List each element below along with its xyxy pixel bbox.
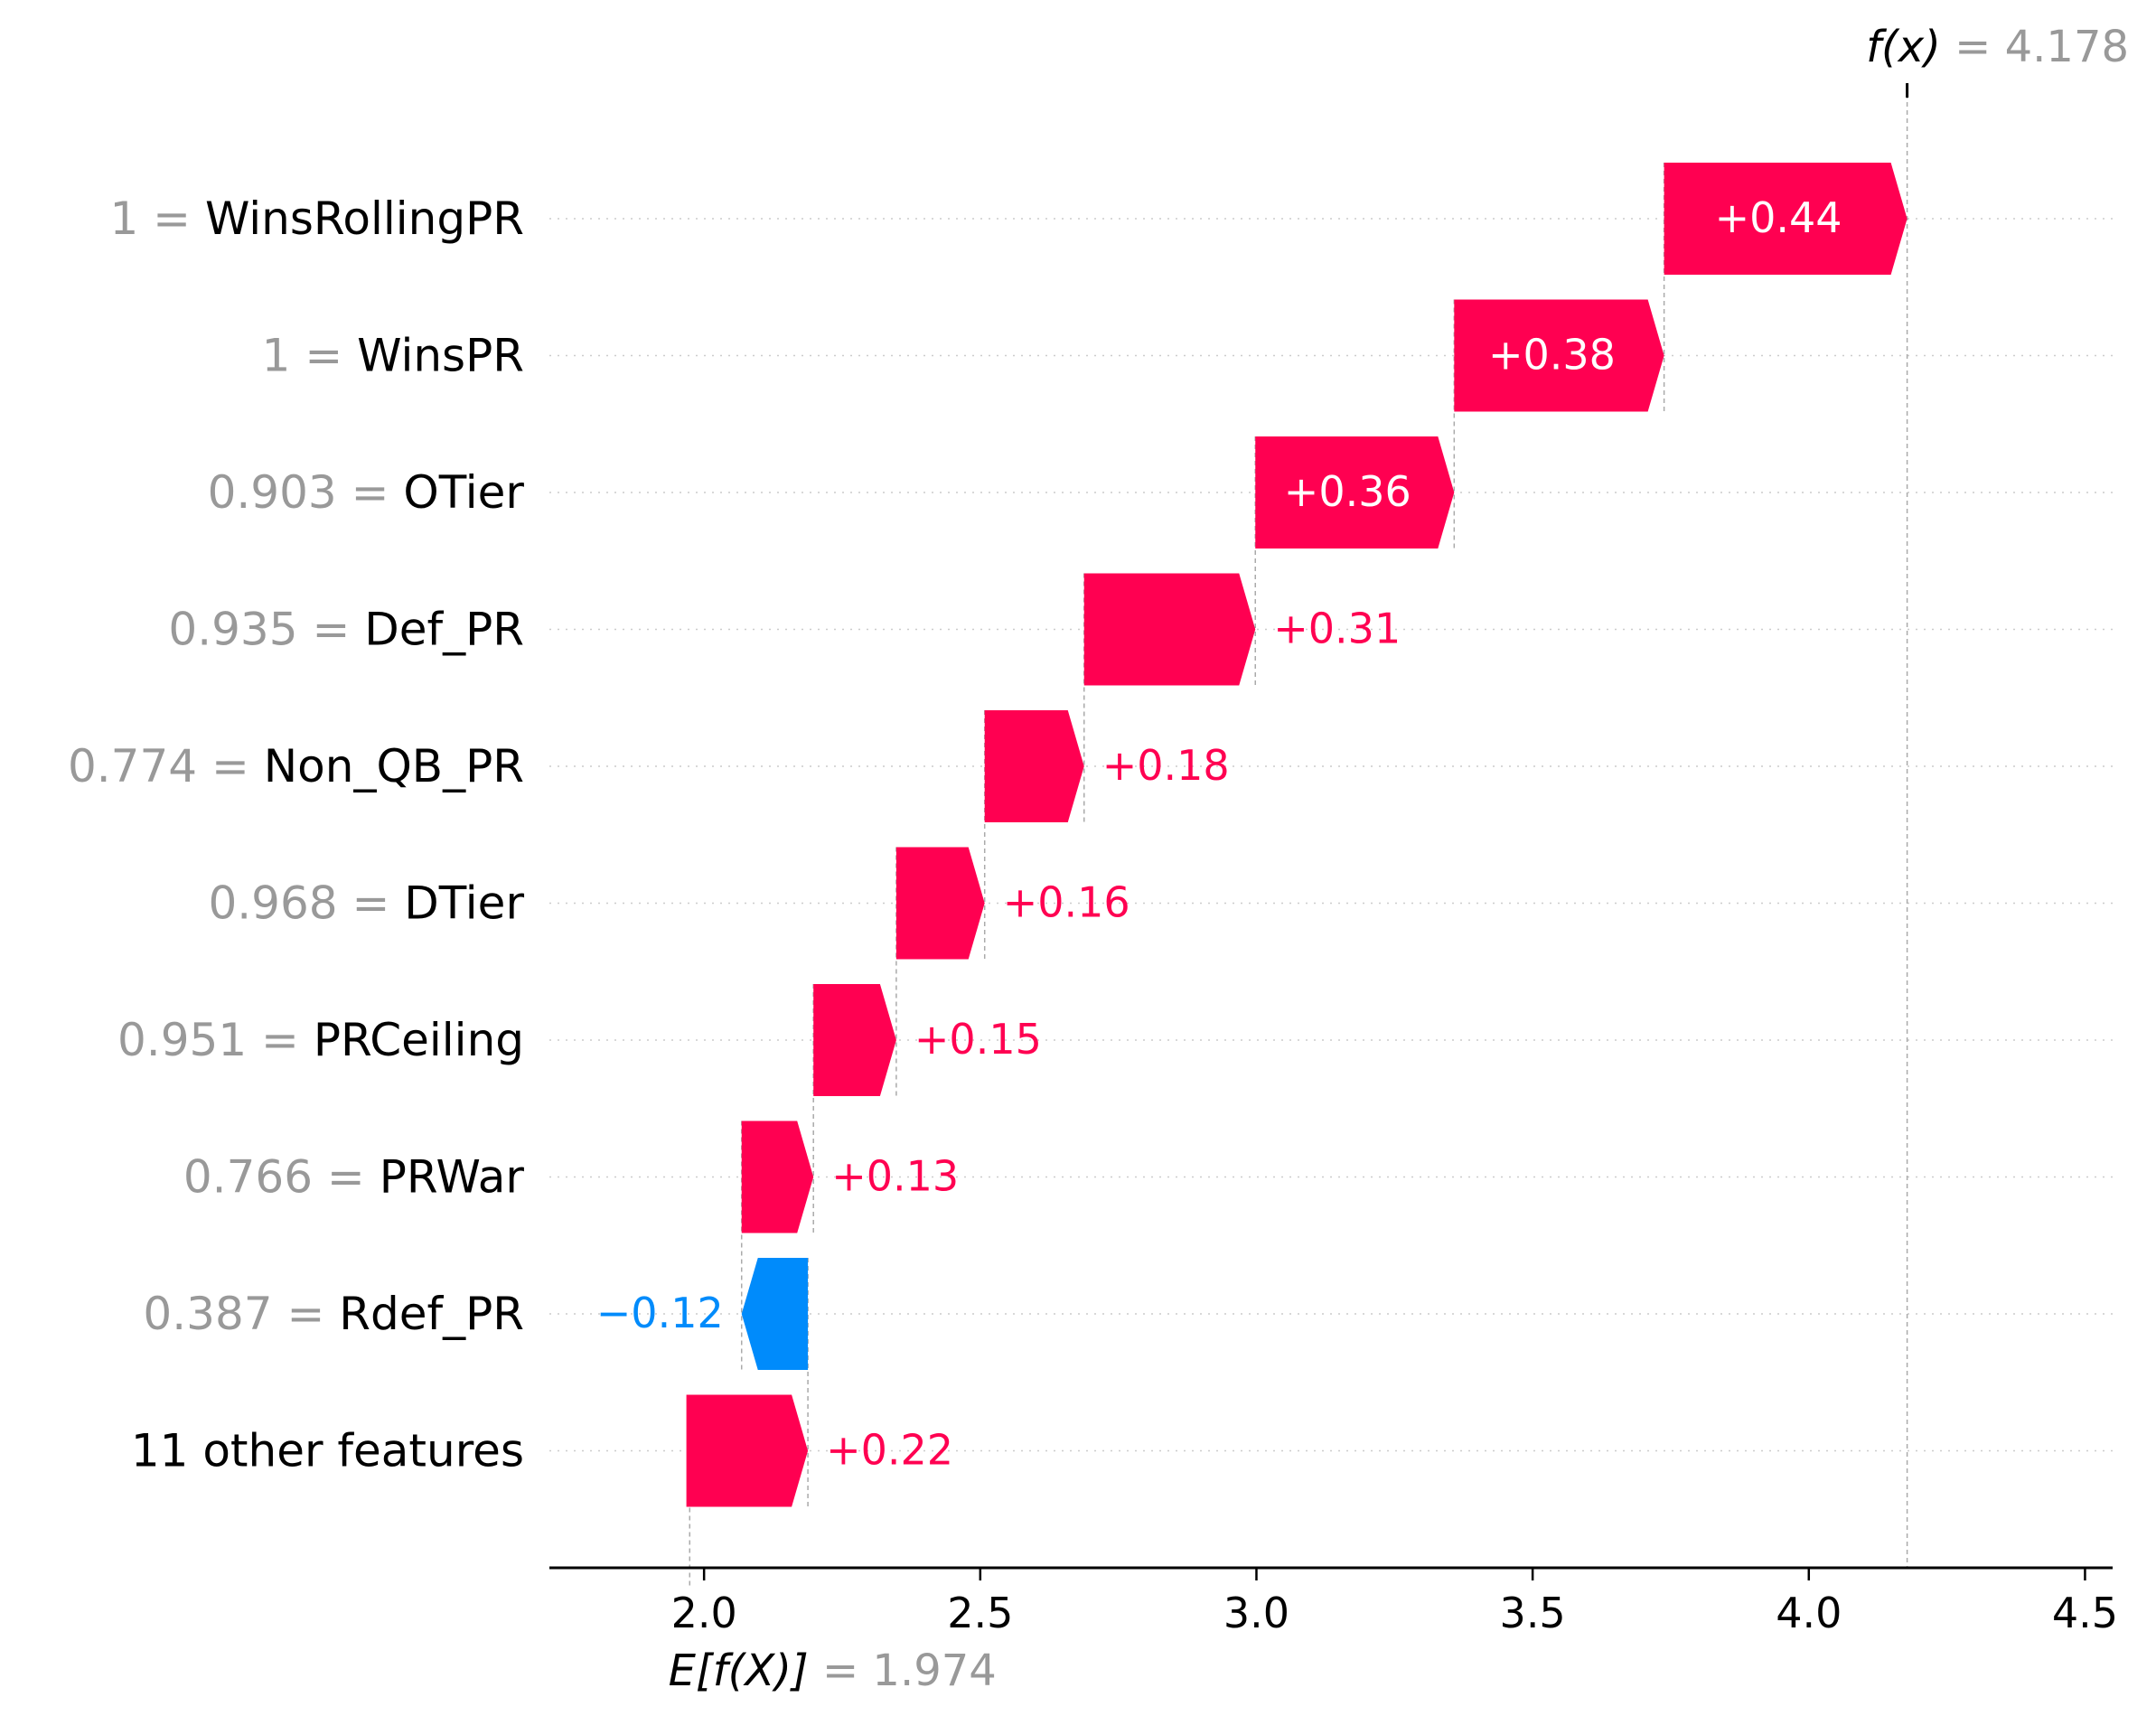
bar-layer [686, 163, 1908, 1507]
feature-name: WinsRollingPR [205, 192, 524, 245]
bar-11-other-features [686, 1394, 809, 1507]
label-layer: +0.44 1 = WinsRollingPR +0.38 1 = WinsPR +0.… [68, 192, 1842, 1477]
contribution-label: +0.18 [1102, 741, 1230, 790]
bar-prwar [741, 1121, 814, 1233]
x-tick-label: 3.0 [1223, 1589, 1289, 1637]
feature-name: DTier [404, 877, 524, 930]
bar-non-qb-pr [984, 710, 1084, 822]
feature-value: 0.935 = [168, 604, 364, 656]
bar-prceiling [813, 984, 896, 1096]
x-tick-label: 2.0 [671, 1589, 737, 1637]
contribution-label: +0.44 [1715, 193, 1842, 242]
feature-label: 1 = WinsRollingPR [109, 192, 524, 245]
contribution-label: +0.38 [1488, 331, 1616, 380]
feature-label: 0.935 = Def_PR [168, 604, 524, 656]
feature-name: OTier [403, 466, 524, 519]
feature-label: 0.903 = OTier [208, 466, 525, 519]
feature-label: 0.951 = PRCeiling [117, 1014, 524, 1066]
bar-winspr [1454, 299, 1664, 412]
feature-value: 0.387 = [143, 1288, 339, 1340]
contribution-label: −0.12 [596, 1289, 724, 1337]
base-value-number: = 1.974 [822, 1646, 997, 1696]
x-tick-label: 4.0 [1776, 1589, 1842, 1637]
feature-label: 1 = WinsPR [262, 330, 524, 382]
base-value-label: E[f(X)] = 1.974 [669, 1646, 997, 1696]
contribution-label: +0.16 [1003, 878, 1130, 927]
bar-winsrollingpr [1664, 163, 1908, 275]
output-value-prefix: f(x) [1866, 22, 1954, 72]
feature-value: 1 = [109, 192, 205, 245]
feature-name: PRWar [380, 1151, 525, 1204]
output-value-label: f(x) = 4.178 [1866, 22, 2129, 72]
bar-def-pr [1083, 573, 1256, 686]
grid-layer [549, 218, 2113, 1452]
feature-name: 11 other features [131, 1425, 524, 1477]
contribution-label: +0.22 [826, 1426, 953, 1475]
feature-label: 0.387 = Rdef_PR [143, 1288, 524, 1340]
x-tick-label: 2.5 [947, 1589, 1013, 1637]
feature-name: PRCeiling [314, 1014, 524, 1066]
contribution-label: +0.15 [914, 1015, 1042, 1064]
feature-value: 0.951 = [117, 1014, 314, 1066]
x-tick-label: 4.5 [2052, 1589, 2118, 1637]
feature-label: 0.766 = PRWar [183, 1151, 525, 1204]
feature-label: 0.774 = Non_QB_PR [68, 740, 524, 792]
axis-layer: 2.0 2.5 3.0 3.5 4.0 4.5 E[f(X)] = 1.974 f(x) = … [549, 22, 2129, 1696]
connector-layer [689, 86, 1908, 1586]
bar-rdef-pr [741, 1258, 809, 1370]
bar-dtier [895, 847, 985, 960]
feature-name: Rdef_PR [339, 1288, 524, 1340]
x-tick-label: 3.5 [1500, 1589, 1566, 1637]
feature-name: WinsPR [357, 330, 524, 382]
feature-value: 1 = [262, 330, 358, 382]
contribution-label: +0.36 [1284, 467, 1411, 516]
contribution-label: +0.13 [831, 1152, 959, 1201]
contribution-label: +0.31 [1273, 605, 1401, 653]
bar-otier [1255, 436, 1455, 549]
feature-value: 0.968 = [208, 877, 404, 930]
base-value-prefix: E[f(X)] [669, 1646, 822, 1696]
feature-label: 0.968 = DTier [208, 877, 524, 930]
feature-name: Def_PR [364, 604, 524, 656]
output-value-number: = 4.178 [1954, 22, 2129, 72]
feature-value: 0.774 = [68, 740, 264, 792]
feature-name: Non_QB_PR [264, 740, 524, 792]
feature-value: 0.766 = [183, 1151, 380, 1204]
feature-label: 11 other features [131, 1425, 524, 1477]
feature-value: 0.903 = [208, 466, 404, 519]
